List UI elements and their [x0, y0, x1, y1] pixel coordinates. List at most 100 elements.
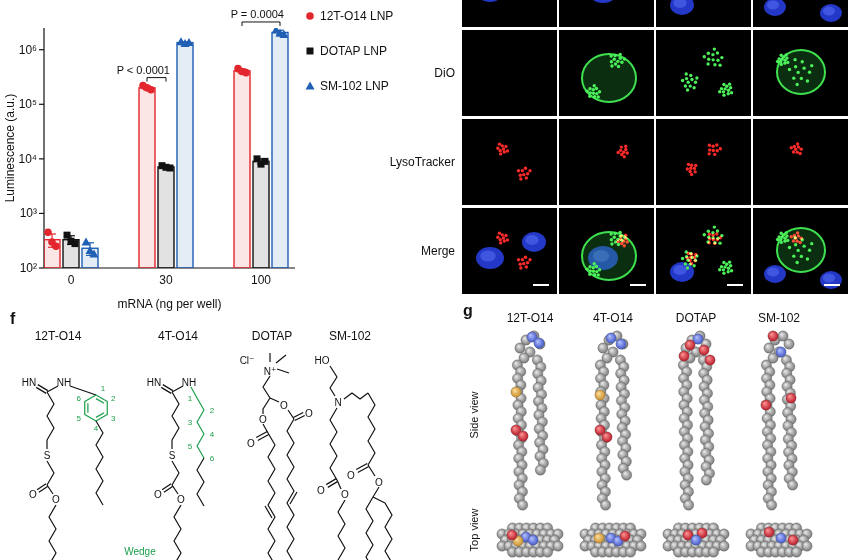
- view-label: Side view: [468, 391, 480, 438]
- image-panel: [753, 208, 848, 294]
- image-panel: [462, 30, 557, 116]
- image-panel: [462, 208, 557, 294]
- atom: [764, 343, 774, 353]
- molecule-name: 4T-O14: [158, 329, 198, 343]
- vesicle: [616, 151, 619, 154]
- vesicle: [614, 62, 617, 65]
- bond: [328, 481, 338, 487]
- atom-label: NH: [182, 377, 196, 388]
- vesicle: [686, 167, 689, 170]
- vesicle: [526, 172, 529, 175]
- molecule-name: 12T-O14: [507, 311, 554, 325]
- vesicle: [688, 259, 691, 262]
- molecular-models: g12T-O144T-O14DOTAPSM-102Side viewTop vi…: [463, 302, 812, 557]
- vesicle: [716, 229, 719, 232]
- atom-label: O: [317, 485, 325, 496]
- atom-label: O: [280, 400, 288, 411]
- atom-number: 1: [101, 384, 106, 393]
- point: [90, 250, 99, 258]
- vesicle: [716, 51, 719, 54]
- point: [242, 69, 250, 77]
- vesicle: [783, 61, 786, 64]
- view-label: Top view: [468, 509, 480, 552]
- scale-bar: [533, 284, 549, 286]
- point: [262, 158, 269, 165]
- bond: [70, 386, 96, 395]
- atom: [528, 535, 538, 545]
- tick: [39, 158, 44, 159]
- vesicle: [792, 150, 795, 153]
- atom-label: O: [154, 489, 162, 500]
- atom: [776, 347, 786, 357]
- bond-chain: [368, 393, 375, 465]
- vesicle: [506, 149, 509, 152]
- point: [185, 38, 194, 46]
- atom: [606, 333, 616, 343]
- vesicle: [689, 167, 692, 170]
- vesicle: [623, 155, 626, 158]
- vesicle: [720, 265, 723, 268]
- vesicle: [681, 79, 684, 82]
- legend-entry: DOTAP LNP: [320, 44, 387, 58]
- atom: [621, 470, 631, 480]
- vesicle: [795, 83, 798, 86]
- lysosomes: [496, 231, 509, 244]
- vesicle: [794, 65, 797, 68]
- atom: [768, 331, 778, 341]
- vesicle: [688, 170, 691, 173]
- vesicle: [586, 89, 589, 92]
- vesicle: [801, 60, 804, 63]
- vesicle: [806, 257, 809, 260]
- vesicle: [706, 62, 709, 65]
- vesicle: [798, 241, 801, 244]
- vesicle: [499, 152, 502, 155]
- vesicle: [703, 55, 706, 58]
- vesicle: [613, 236, 616, 239]
- panel-bg: [559, 119, 654, 205]
- nucleus-detail: [767, 1, 779, 10]
- bond: [358, 466, 369, 472]
- atom-label: Cl⁻: [240, 355, 255, 366]
- vesicle: [716, 238, 719, 241]
- atom: [784, 339, 794, 349]
- atom: [788, 535, 798, 545]
- bond-chain: [172, 461, 179, 485]
- vesicle: [795, 261, 798, 264]
- vesicle: [800, 147, 803, 150]
- atom: [802, 541, 812, 551]
- vesicle: [685, 72, 688, 75]
- annotation-text: P = 0.0004: [231, 8, 284, 20]
- vesicle: [618, 53, 621, 56]
- legend-entry: 12T-O14 LNP: [320, 9, 393, 23]
- atom: [517, 500, 527, 510]
- nucleus-detail: [673, 265, 686, 275]
- molecule-name: SM-102: [758, 311, 800, 325]
- vesicle: [506, 238, 509, 241]
- nucleus: [820, 4, 842, 22]
- atom-number: 3: [188, 418, 193, 427]
- atom-number: 6: [76, 394, 81, 403]
- bond-chain: [287, 419, 294, 560]
- lysosomes: [708, 232, 723, 245]
- vesicle: [686, 256, 689, 259]
- vesicle: [517, 169, 520, 172]
- vesicle: [786, 239, 789, 242]
- scale-bar: [727, 284, 743, 286]
- bar: [139, 88, 155, 268]
- vesicle: [588, 272, 591, 275]
- point: [44, 229, 52, 237]
- vesicle: [619, 57, 622, 60]
- vesicle: [780, 241, 783, 244]
- vesicle: [719, 147, 722, 150]
- vesicle: [806, 79, 809, 82]
- vesicle: [795, 150, 798, 153]
- vesicle: [624, 234, 627, 237]
- vesicle: [790, 146, 793, 149]
- panel-bg: [656, 119, 751, 205]
- vesicle: [716, 59, 719, 62]
- atom: [534, 338, 544, 348]
- lysosomes: [686, 252, 698, 265]
- vesicle: [519, 266, 522, 269]
- vesicle: [681, 257, 684, 260]
- membrane: [777, 228, 825, 272]
